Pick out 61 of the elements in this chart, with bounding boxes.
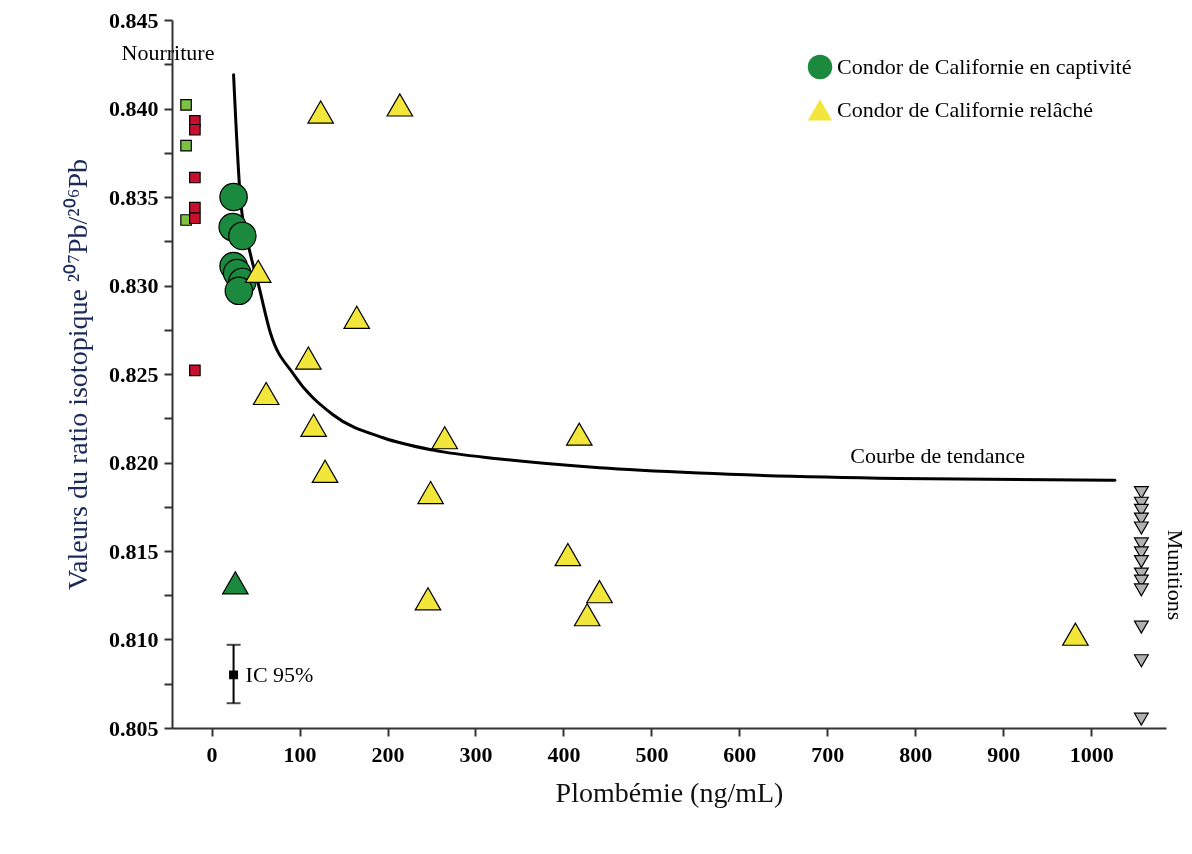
point [343,305,371,329]
x-tick-label: 0 [206,741,218,767]
y-tick-label: 0.840 [109,96,159,121]
point [189,364,201,377]
y-tick-label: 0.805 [109,715,159,741]
point [386,93,414,117]
point [1062,622,1089,646]
x-tick-label: 1000 [1069,741,1114,767]
x-axis-title: Plombémie (ng/mL) [555,776,784,808]
point [180,99,192,111]
point [221,571,249,595]
legend-label: Condor de Californie en captivité [837,54,1132,79]
point [431,426,459,450]
point [244,259,272,283]
series-label: Courbe de tendance [850,443,1025,469]
point [1133,555,1149,569]
x-tick-label: 200 [371,741,405,767]
y-tick-label: 0.820 [109,450,159,475]
x-tick-label: 900 [987,741,1021,767]
y-tick-label: 0.810 [109,627,159,652]
y-tick-label: 0.825 [109,361,159,387]
point [554,542,582,567]
y-tick-label: 0.845 [109,7,159,33]
point [1133,521,1149,535]
point [295,346,322,370]
point [1133,620,1149,634]
x-tick-label: 600 [723,741,757,767]
point [228,221,257,251]
point [189,212,201,225]
point [189,171,201,184]
x-tick-label: 100 [283,741,317,767]
point [307,100,335,124]
point [311,459,339,483]
point [229,670,239,680]
point [300,413,327,437]
legend-label: Condor de Californie relâché [837,97,1093,122]
point [1133,654,1149,668]
x-tick-label: 500 [635,741,669,767]
x-tick-label: 700 [811,741,845,767]
x-tick-label: 800 [899,741,933,767]
y-tick-label: 0.815 [109,538,159,564]
point [417,480,444,505]
y-tick-label: 0.835 [109,184,159,210]
annotation: Munitions [1163,529,1188,621]
point [573,603,601,627]
point [414,587,442,611]
x-tick-label: 400 [547,741,581,767]
point [1133,712,1149,726]
point [189,123,201,136]
point [1133,583,1149,597]
point [224,276,254,306]
point [565,422,593,446]
point [219,182,248,212]
point [180,139,192,152]
y-axis-title: Valeurs du ratio isotopique ²⁰⁷Pb/²⁰⁶Pb [62,158,93,591]
x-tick-label: 300 [459,741,493,767]
point [1133,486,1149,500]
point [252,381,280,406]
point [586,580,613,604]
annotation: IC 95% [245,661,314,687]
y-tick-label: 0.830 [109,273,159,298]
